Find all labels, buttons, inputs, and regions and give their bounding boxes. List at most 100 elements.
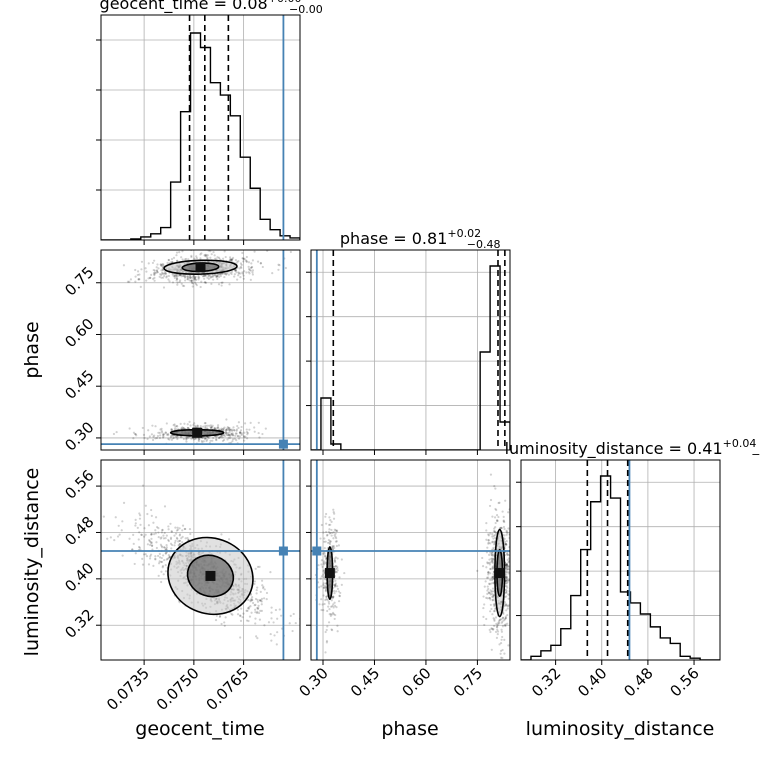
sample-point <box>491 587 495 590</box>
sample-point <box>246 433 249 436</box>
sample-point <box>256 607 260 611</box>
sample-point <box>200 439 203 443</box>
xlabel-geocent-time: geocent_time <box>135 718 264 740</box>
sample-point <box>159 263 162 266</box>
sample-point <box>178 251 181 254</box>
sample-point <box>194 282 198 286</box>
sample-point <box>194 437 198 440</box>
tick-label-phase: 0.45 <box>347 664 383 700</box>
sample-point <box>289 250 292 254</box>
sample-point <box>176 526 179 529</box>
sample-point <box>499 649 503 652</box>
sample-point <box>236 434 239 438</box>
sample-point <box>505 575 508 578</box>
sample-point <box>190 254 193 257</box>
sample-point <box>189 276 192 280</box>
sample-point <box>505 552 509 555</box>
sample-point <box>492 627 495 631</box>
sample-point <box>186 426 190 430</box>
sample-point <box>501 620 504 623</box>
sample-point <box>183 276 187 279</box>
sample-point <box>262 597 266 600</box>
sample-point <box>481 556 484 560</box>
sample-point <box>240 263 243 266</box>
sample-point <box>178 542 182 546</box>
sample-point <box>506 605 510 608</box>
title-main: luminosity_distance = 0.41+0.04 <box>505 437 757 459</box>
sample-point <box>489 578 492 582</box>
sample-point <box>249 600 252 603</box>
sample-point <box>502 519 505 522</box>
sample-point <box>173 544 176 547</box>
sample-point <box>327 602 331 605</box>
sample-point <box>271 272 274 275</box>
sample-point <box>212 436 215 440</box>
sample-point <box>248 606 251 609</box>
sample-point <box>254 611 257 614</box>
sample-point <box>325 597 328 601</box>
sample-point <box>334 529 337 532</box>
sample-point <box>490 627 493 630</box>
sample-point <box>175 251 179 254</box>
sample-point <box>179 279 182 282</box>
sample-point <box>218 435 222 439</box>
sample-point <box>228 428 231 431</box>
title-geocent_time: geocent_time = 0.08+0.00−0.00 <box>100 0 323 16</box>
sample-point <box>489 567 492 571</box>
sample-point <box>179 422 182 425</box>
sample-point <box>224 431 228 434</box>
sample-point <box>204 424 207 427</box>
sample-point <box>205 255 208 258</box>
sample-point <box>174 526 177 529</box>
sample-point <box>334 540 338 543</box>
sample-point <box>494 507 497 511</box>
sample-point <box>230 258 233 261</box>
sample-point <box>324 590 327 593</box>
sample-point <box>489 603 492 607</box>
sample-point <box>245 609 248 612</box>
sample-point <box>334 556 337 559</box>
sample-point <box>333 557 336 560</box>
sample-point <box>141 563 145 566</box>
title-value: phase = 0.81 <box>340 229 447 248</box>
sample-point <box>162 276 165 279</box>
sample-point <box>164 431 167 434</box>
sample-point <box>256 260 260 263</box>
sample-point <box>194 424 197 427</box>
sample-point <box>254 608 257 611</box>
sample-point <box>182 426 185 430</box>
tick-label-geocent_time: 0.0750 <box>153 664 203 714</box>
sample-point <box>148 543 152 547</box>
sample-point <box>254 617 257 620</box>
sample-point <box>169 435 173 438</box>
sample-point <box>179 247 181 249</box>
sample-point <box>197 438 200 441</box>
sample-point <box>491 561 495 564</box>
tick-label-phase: 0.45 <box>61 366 97 402</box>
sample-point <box>322 583 325 587</box>
sample-point <box>329 540 332 543</box>
sample-point <box>273 634 276 637</box>
sample-point <box>250 265 254 269</box>
sample-point <box>236 278 239 281</box>
panel-border <box>520 459 721 661</box>
sample-point <box>237 426 240 430</box>
sample-point <box>157 267 160 270</box>
sample-point <box>339 591 342 595</box>
sample-point <box>154 558 157 561</box>
sample-point <box>178 539 181 542</box>
sample-point <box>257 421 260 424</box>
sample-point <box>202 440 205 443</box>
sample-point <box>211 275 215 278</box>
sample-point <box>220 622 223 626</box>
sample-point <box>205 253 208 257</box>
sample-point <box>229 259 233 262</box>
sample-point <box>323 547 326 550</box>
sample-point <box>492 594 495 597</box>
sample-point <box>216 273 219 276</box>
sample-point <box>233 275 236 278</box>
density-peak <box>324 568 335 579</box>
sample-point <box>245 259 248 263</box>
sample-point <box>134 518 137 521</box>
sample-point <box>201 441 204 444</box>
